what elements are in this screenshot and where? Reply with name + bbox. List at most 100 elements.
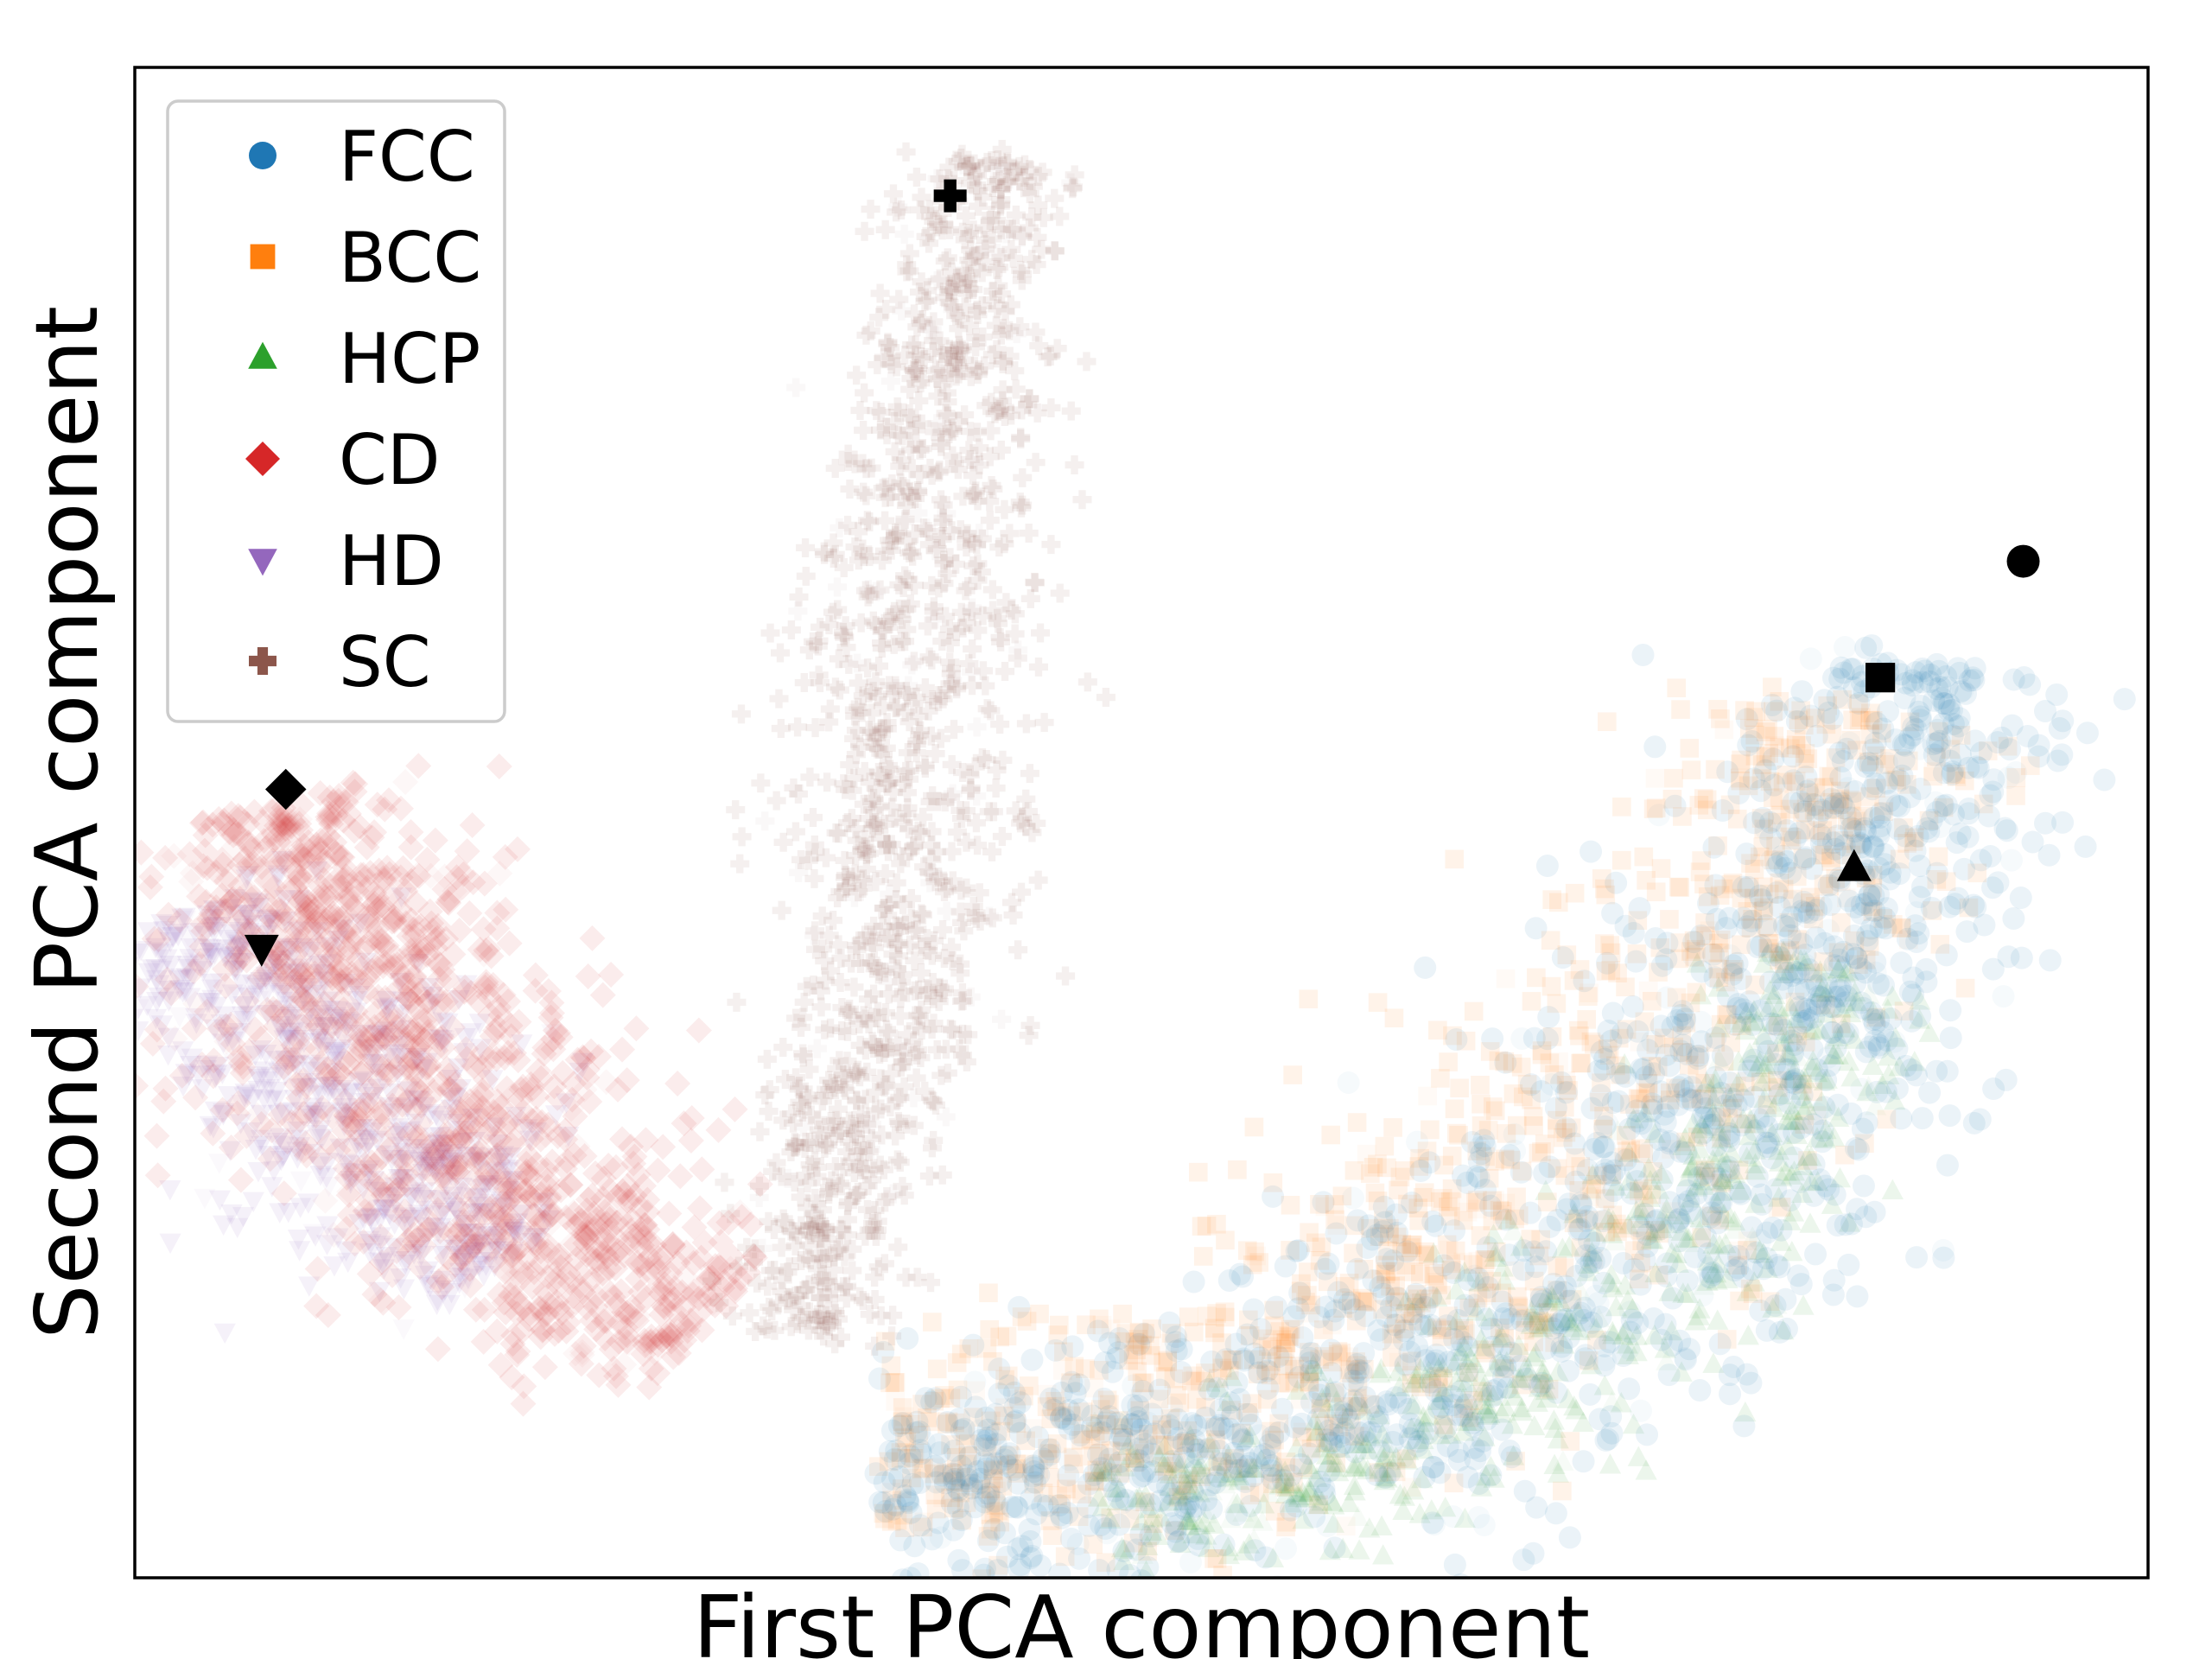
- point-hd: [372, 1198, 395, 1220]
- point-sc: [955, 405, 975, 425]
- point-sc: [923, 973, 943, 993]
- point-sc: [894, 1077, 914, 1096]
- point-sc: [963, 598, 982, 618]
- point-hd: [148, 942, 171, 963]
- point-hd: [293, 1033, 315, 1053]
- point-sc: [905, 361, 925, 381]
- point-hd: [181, 1048, 203, 1069]
- point-hd: [353, 1071, 376, 1092]
- point-bcc: [1384, 1008, 1404, 1028]
- point-sc: [850, 1067, 870, 1087]
- point-hd: [228, 921, 251, 943]
- point-hd: [365, 1025, 389, 1046]
- point-sc: [876, 299, 896, 319]
- point-sc: [969, 360, 988, 380]
- point-sc: [737, 1237, 757, 1257]
- point-sc: [796, 566, 816, 586]
- point-sc: [971, 158, 991, 178]
- point-hd: [144, 1008, 168, 1030]
- point-hd: [465, 1233, 487, 1255]
- point-sc: [846, 1124, 866, 1144]
- point-hd: [308, 1057, 330, 1077]
- point-hd: [455, 1223, 478, 1244]
- point-sc: [1016, 177, 1036, 197]
- point-sc: [1016, 714, 1036, 734]
- point-hd: [174, 907, 196, 929]
- point-sc: [976, 676, 995, 696]
- point-sc: [923, 341, 943, 361]
- point-sc: [874, 1254, 894, 1274]
- point-sc: [1012, 882, 1032, 902]
- point-sc: [897, 1114, 917, 1134]
- point-sc: [898, 531, 918, 551]
- point-sc: [933, 920, 953, 940]
- point-sc: [969, 455, 989, 475]
- point-hd: [165, 924, 188, 944]
- point-sc: [961, 422, 981, 442]
- point-bcc: [922, 1313, 942, 1332]
- point-sc: [893, 812, 913, 832]
- point-sc: [727, 992, 747, 1012]
- point-bcc: [1431, 1192, 1450, 1211]
- point-sc: [880, 531, 899, 550]
- point-sc: [880, 487, 900, 507]
- point-sc: [957, 613, 976, 632]
- point-sc: [881, 540, 901, 560]
- point-hd: [287, 1230, 310, 1250]
- point-hd: [369, 1209, 391, 1230]
- point-hd: [148, 987, 170, 1008]
- point-sc: [899, 819, 918, 839]
- point-sc: [842, 1239, 862, 1259]
- point-sc: [986, 779, 1006, 798]
- point-sc: [887, 873, 906, 893]
- point-hd: [255, 966, 277, 988]
- point-sc: [1000, 524, 1020, 543]
- point-sc: [815, 1138, 835, 1158]
- point-sc: [964, 452, 984, 472]
- point-hd: [197, 938, 219, 959]
- point-sc: [838, 1001, 858, 1021]
- point-sc: [796, 1166, 816, 1185]
- point-hd: [146, 992, 168, 1013]
- point-sc: [788, 717, 808, 737]
- point-hd: [416, 1139, 439, 1160]
- point-sc: [885, 531, 905, 550]
- point-hd: [196, 993, 219, 1014]
- point-hd: [267, 958, 289, 980]
- point-sc: [849, 882, 868, 902]
- point-sc: [822, 1073, 842, 1093]
- point-sc: [912, 272, 931, 292]
- point-sc: [837, 876, 857, 896]
- point-sc: [957, 832, 976, 852]
- point-sc: [992, 391, 1012, 410]
- point-sc: [839, 1132, 859, 1152]
- point-sc: [796, 1280, 816, 1300]
- point-sc: [982, 601, 1002, 620]
- point-sc: [871, 1069, 891, 1089]
- point-sc: [758, 1276, 778, 1296]
- point-sc: [905, 575, 925, 595]
- point-hd: [391, 1004, 414, 1025]
- point-hd: [288, 1137, 311, 1158]
- point-sc: [864, 916, 884, 936]
- point-hd: [544, 1105, 568, 1126]
- point-sc: [918, 701, 938, 721]
- point-sc: [950, 963, 970, 983]
- point-sc: [765, 1261, 785, 1281]
- point-sc: [958, 274, 978, 294]
- point-sc: [778, 1290, 798, 1310]
- point-sc: [1025, 572, 1045, 592]
- point-hd: [172, 1041, 194, 1062]
- point-hd: [390, 1268, 412, 1289]
- point-sc: [939, 340, 959, 359]
- point-sc: [966, 481, 986, 501]
- point-sc: [814, 542, 834, 562]
- point-hd: [203, 917, 226, 938]
- point-sc: [969, 196, 988, 216]
- point-sc: [969, 438, 989, 458]
- point-hd: [375, 1145, 397, 1166]
- point-hd: [399, 1187, 422, 1209]
- point-sc: [958, 1025, 978, 1045]
- point-bcc: [1538, 1192, 1557, 1211]
- point-hd: [241, 915, 264, 936]
